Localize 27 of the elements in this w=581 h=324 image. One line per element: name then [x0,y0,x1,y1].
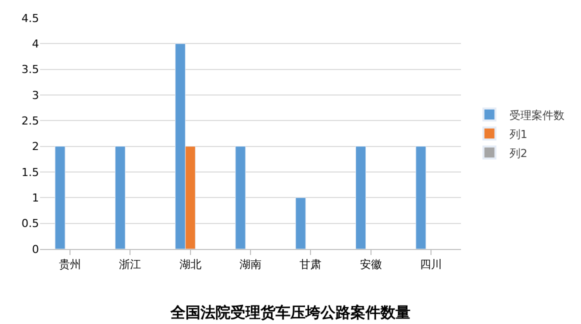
y-tick-label: 1.5 [22,166,39,179]
bar [114,146,126,249]
x-tick-label: 湖北 [179,258,202,272]
y-tick-label: 3.5 [22,63,39,76]
legend-label: 列1 [509,128,528,141]
bar [54,146,66,249]
y-tick-label: 2 [32,140,39,154]
bar [235,146,246,249]
bar [356,146,366,249]
y-tick-label: 4.5 [22,12,39,25]
x-tick-label: 安徽 [360,258,382,272]
text: 全国法院受理货车压垮公路案件数量 [170,304,410,322]
x-tick-label: 贵州 [59,258,82,272]
y-tick-label: 2.5 [22,114,39,128]
x-tick-label: 四川 [420,258,442,272]
x-tick-label: 湖南 [240,258,262,272]
legend-label: 受理案件数 [509,108,564,122]
bar [416,146,426,249]
x-tick-label: 浙江 [119,258,142,272]
y-tick-label: 3 [32,88,39,102]
y-tick-label: 0 [32,242,39,256]
legend-label: 列2 [509,146,528,160]
y-tick-label: 0.5 [22,217,39,230]
y-tick-label: 4 [32,38,39,51]
bar [295,197,306,249]
y-tick-label: 1 [32,192,39,205]
x-tick-label: 甘肃 [300,258,322,272]
